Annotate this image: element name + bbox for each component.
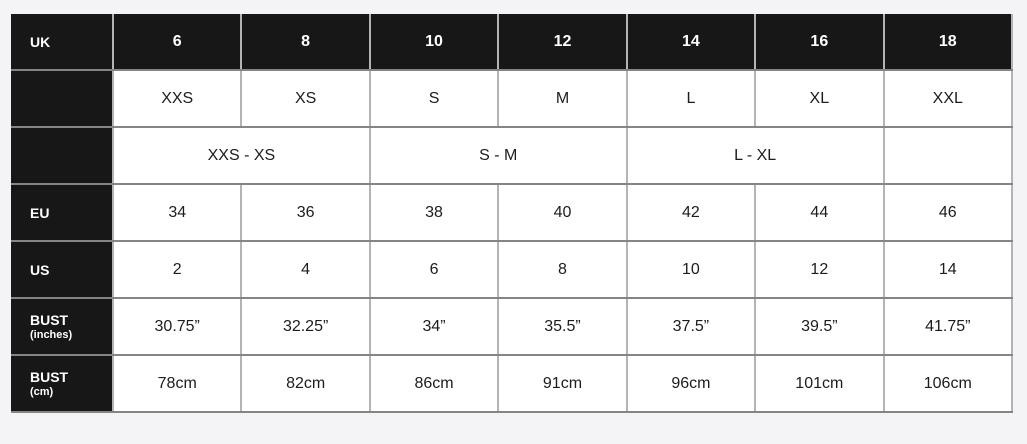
bust-cm-cell: 96cm [625,354,757,413]
eu-size-cell: 34 [111,183,243,242]
bust-cm-cell: 101cm [754,354,885,413]
table-row-uk: UK 6 8 10 12 14 16 18 [11,14,1014,71]
row-label-bust-cm: BUST (cm) [11,354,114,413]
us-size-cell: 12 [754,240,885,299]
eu-size-cell: 38 [368,183,500,242]
us-size-cell: 10 [625,240,757,299]
alpha-size-cell: S [368,69,500,128]
alpha-size-cell: XXL [882,69,1014,128]
bust-inches-cell: 32.25” [240,297,371,356]
uk-size-cell: 6 [111,14,243,71]
bust-label: BUST [30,311,69,328]
row-label-bust-inches: BUST (inches) [11,297,114,356]
uk-size-cell: 18 [882,14,1014,71]
uk-size-cell: 16 [754,14,885,71]
table-row-bust-cm: BUST (cm) 78cm 82cm 86cm 91cm 96cm 101cm… [11,354,1014,413]
alpha-size-cell: XL [754,69,885,128]
eu-size-cell: 44 [754,183,885,242]
bust-unit-label: (inches) [30,328,73,341]
row-label-uk: UK [11,14,114,71]
row-label-empty [11,126,114,185]
bust-unit-label: (cm) [30,385,54,398]
alpha-size-cell: XXS [111,69,243,128]
eu-size-cell: 42 [625,183,757,242]
alpha-size-cell: L [625,69,757,128]
bust-label: BUST [30,368,69,385]
row-label-us: US [11,240,114,299]
bust-inches-cell: 41.75” [882,297,1014,356]
bust-inches-cell: 37.5” [625,297,757,356]
alpha-size-cell: XS [240,69,371,128]
eu-size-cell: 46 [882,183,1014,242]
bust-cm-cell: 82cm [240,354,371,413]
us-size-cell: 8 [497,240,628,299]
us-size-cell: 14 [882,240,1014,299]
bust-cm-cell: 106cm [882,354,1014,413]
uk-size-cell: 8 [240,14,371,71]
row-label-eu: EU [11,183,114,242]
eu-size-cell: 36 [240,183,371,242]
alpha-range-cell [882,126,1014,185]
alpha-size-cell: M [497,69,628,128]
bust-cm-cell: 91cm [497,354,628,413]
bust-inches-cell: 34” [368,297,500,356]
alpha-range-cell: XXS - XS [112,126,371,185]
bust-inches-cell: 30.75” [111,297,243,356]
uk-size-cell: 14 [625,14,757,71]
us-size-cell: 4 [240,240,371,299]
bust-cm-cell: 78cm [111,354,243,413]
bust-inches-cell: 39.5” [754,297,885,356]
bust-inches-cell: 35.5” [497,297,628,356]
bust-cm-cell: 86cm [368,354,500,413]
table-row-alpha-ranges: XXS - XS S - M L - XL [11,126,1014,185]
table-row-bust-inches: BUST (inches) 30.75” 32.25” 34” 35.5” 37… [11,297,1014,356]
us-size-cell: 6 [368,240,500,299]
table-row-alpha-sizes: XXS XS S M L XL XXL [11,69,1014,128]
uk-size-cell: 12 [497,14,628,71]
uk-size-cell: 10 [368,14,500,71]
alpha-range-cell: L - XL [625,126,885,185]
size-conversion-table: UK 6 8 10 12 14 16 18 XXS XS S M L XL XX… [11,14,1014,413]
alpha-range-cell: S - M [368,126,628,185]
us-size-cell: 2 [111,240,243,299]
table-row-eu: EU 34 36 38 40 42 44 46 [11,183,1014,242]
row-label-empty [11,69,114,128]
eu-size-cell: 40 [497,183,628,242]
table-row-us: US 2 4 6 8 10 12 14 [11,240,1014,299]
